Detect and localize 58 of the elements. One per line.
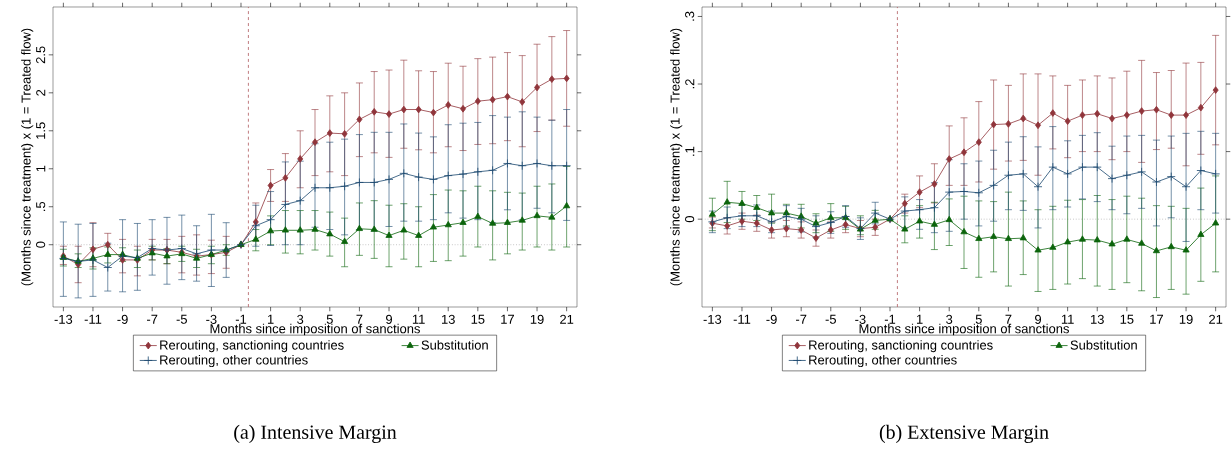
y-tick-label: 0	[36, 241, 46, 248]
legend-label: Substitution	[421, 340, 488, 350]
x-tick-label: 7	[356, 314, 363, 324]
y-axis-title: (Months since treatment) x (1 = Treated flow)	[21, 28, 34, 286]
y-tick-label: .1	[685, 146, 695, 156]
x-axis-title: Months since imposition of sanctions	[859, 323, 1069, 336]
x-tick-label: 15	[1120, 314, 1134, 324]
y-tick-label: .3	[685, 11, 695, 21]
legend-label: Substitution	[1070, 340, 1137, 350]
x-tick-label: 17	[1150, 314, 1163, 324]
legend-label: Rerouting, other countries	[160, 355, 308, 368]
x-tick-label: 1	[916, 314, 923, 324]
x-tick-label: 5	[975, 314, 982, 324]
x-tick-label: 19	[1179, 314, 1193, 324]
x-tick-label: -9	[766, 314, 777, 324]
x-tick-label: 11	[412, 314, 425, 324]
y-tick-label: 1	[36, 165, 46, 172]
x-tick-label: 19	[530, 314, 544, 324]
x-tick-label: 9	[386, 314, 393, 324]
x-tick-label: -5	[825, 314, 836, 324]
x-tick-label: -7	[796, 314, 807, 324]
x-tick-label: 13	[1091, 314, 1104, 324]
y-tick-label: 1.5	[36, 122, 46, 139]
legend-label: Rerouting, sanctioning countries	[809, 340, 993, 353]
y-tick-label: .5	[36, 201, 46, 211]
y-tick-label: 0	[685, 216, 695, 223]
x-axis-title: Months since imposition of sanctions	[210, 323, 420, 336]
x-tick-label: 3	[946, 314, 953, 324]
x-tick-label: 13	[442, 314, 455, 324]
x-tick-label: 9	[1035, 314, 1042, 324]
x-tick-label: 21	[560, 314, 574, 324]
x-tick-label: -7	[147, 314, 158, 324]
x-tick-label: 11	[1061, 314, 1074, 324]
x-tick-label: 3	[297, 314, 304, 324]
x-tick-label: -1	[884, 314, 896, 324]
x-tick-label: 7	[1005, 314, 1012, 324]
x-tick-label: -3	[206, 314, 217, 324]
x-tick-label: -5	[176, 314, 187, 324]
x-tick-label: -3	[855, 314, 866, 324]
x-tick-label: 15	[471, 314, 485, 324]
x-tick-label: 17	[501, 314, 514, 324]
x-tick-label: -13	[703, 314, 722, 324]
text: (b) Extensive Margin	[879, 424, 1049, 443]
legend-label: Rerouting, sanctioning countries	[160, 340, 344, 353]
x-tick-label: -13	[54, 314, 73, 324]
x-tick-label: -11	[733, 314, 751, 324]
x-tick-label: 21	[1209, 314, 1223, 324]
x-tick-label: -9	[117, 314, 128, 324]
y-tick-label: 2	[36, 89, 46, 96]
y-tick-label: .2	[685, 79, 695, 89]
x-tick-label: 5	[326, 314, 333, 324]
y-axis-title: (Months since treatment) x (1 = Treated flow)	[670, 28, 683, 286]
x-tick-label: 1	[267, 314, 274, 324]
x-tick-label: -11	[84, 314, 102, 324]
text: (a) Intensive Margin	[234, 424, 397, 443]
x-tick-label: -1	[235, 314, 247, 324]
y-tick-label: 2.5	[36, 46, 46, 64]
legend-label: Rerouting, other countries	[809, 355, 957, 368]
